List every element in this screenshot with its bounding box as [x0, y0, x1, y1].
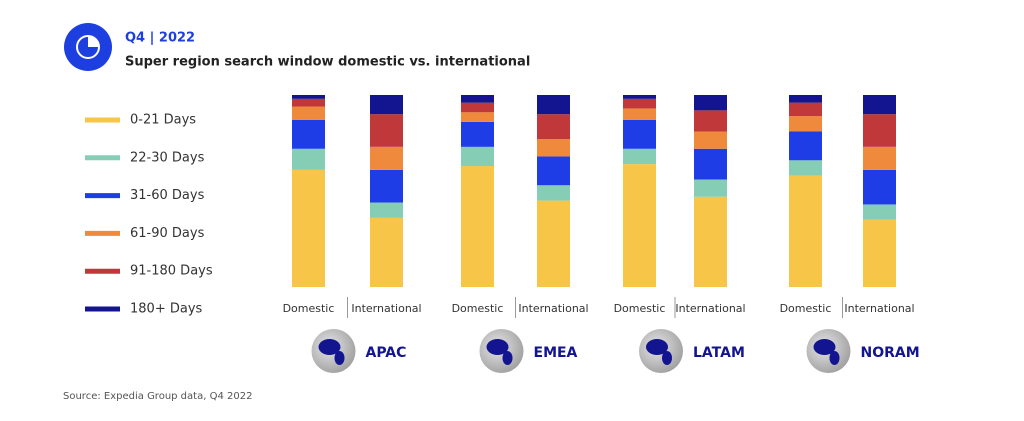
x-tick-label: Domestic [614, 302, 666, 315]
bar-segment [537, 156, 570, 186]
bar-segment [461, 102, 494, 113]
bar-segment [537, 185, 570, 201]
bar-segment [863, 95, 896, 115]
bar-segment [694, 110, 727, 132]
bar-segment [370, 217, 403, 287]
bar-segment [789, 102, 822, 117]
region-label: NORAM [861, 345, 920, 361]
bar-segment [863, 219, 896, 287]
legend-label: 180+ Days [130, 302, 203, 317]
globe-land [318, 339, 341, 355]
bar-segment [863, 114, 896, 147]
bar-segment [623, 164, 656, 287]
x-tick-label: International [518, 302, 588, 315]
bar-segment [292, 106, 325, 120]
bar-segment [694, 196, 727, 287]
globe-land [334, 351, 345, 365]
x-tick-label: Domestic [780, 302, 832, 315]
bar-segment [537, 139, 570, 157]
header-icon-slice [88, 36, 99, 47]
bar-segment [292, 148, 325, 170]
region-label: LATAM [693, 345, 745, 361]
region-label: EMEA [534, 345, 578, 361]
bar-segment [863, 169, 896, 205]
bar-segment [461, 166, 494, 287]
bar-segment [537, 200, 570, 287]
bar-segment [461, 112, 494, 122]
bar-segment [694, 179, 727, 197]
bar-segment [370, 146, 403, 170]
header: Q4 | 2022 [125, 31, 195, 46]
legend-label: 31-60 Days [130, 188, 205, 203]
legend-label: 0-21 Days [130, 113, 196, 128]
globe-land [486, 339, 509, 355]
bar-segment [789, 175, 822, 287]
legend-label: 91-180 Days [130, 264, 213, 279]
chart-title: Super region search window domestic vs. … [125, 55, 530, 70]
bar-segment [789, 131, 822, 161]
x-tick-label: Domestic [452, 302, 504, 315]
legend-label: 61-90 Days [130, 226, 205, 241]
bar-segment [370, 95, 403, 115]
bar-segment [789, 116, 822, 132]
bar-segment [694, 148, 727, 180]
globe-land [646, 339, 668, 355]
bar-segment [370, 169, 403, 203]
x-tick-label: International [675, 302, 745, 315]
source: Source: Expedia Group data, Q4 2022 [63, 391, 252, 402]
legend-label: 22-30 Days [130, 150, 205, 165]
globe-land [662, 351, 672, 365]
bar-segment [537, 95, 570, 115]
globe-land [813, 339, 836, 355]
x-tick-label: Domestic [283, 302, 335, 315]
bar-segment [863, 204, 896, 220]
bar-segment [292, 119, 325, 149]
x-tick-label: International [844, 302, 914, 315]
bar-segment [694, 131, 727, 149]
bar-segment [789, 95, 822, 103]
bar-segment [623, 119, 656, 149]
region-label: APAC [366, 345, 407, 361]
bar-segment [623, 95, 656, 99]
bar-segment [461, 146, 494, 167]
bar-segment [292, 169, 325, 287]
bar-segment [537, 114, 570, 140]
bar-segment [863, 146, 896, 170]
bar-segment [694, 95, 727, 111]
bar-segment [292, 98, 325, 107]
bar-segment [789, 160, 822, 176]
bar-segment [370, 202, 403, 218]
bar-segment [461, 121, 494, 147]
bar-segment [292, 95, 325, 99]
bar-segment [370, 114, 403, 147]
bar-segment [623, 98, 656, 109]
bar-segment [623, 108, 656, 120]
globe-land [829, 351, 840, 365]
bar-segment [623, 148, 656, 165]
globe-land [502, 351, 513, 365]
bar-segment [461, 95, 494, 103]
x-tick-label: International [351, 302, 421, 315]
